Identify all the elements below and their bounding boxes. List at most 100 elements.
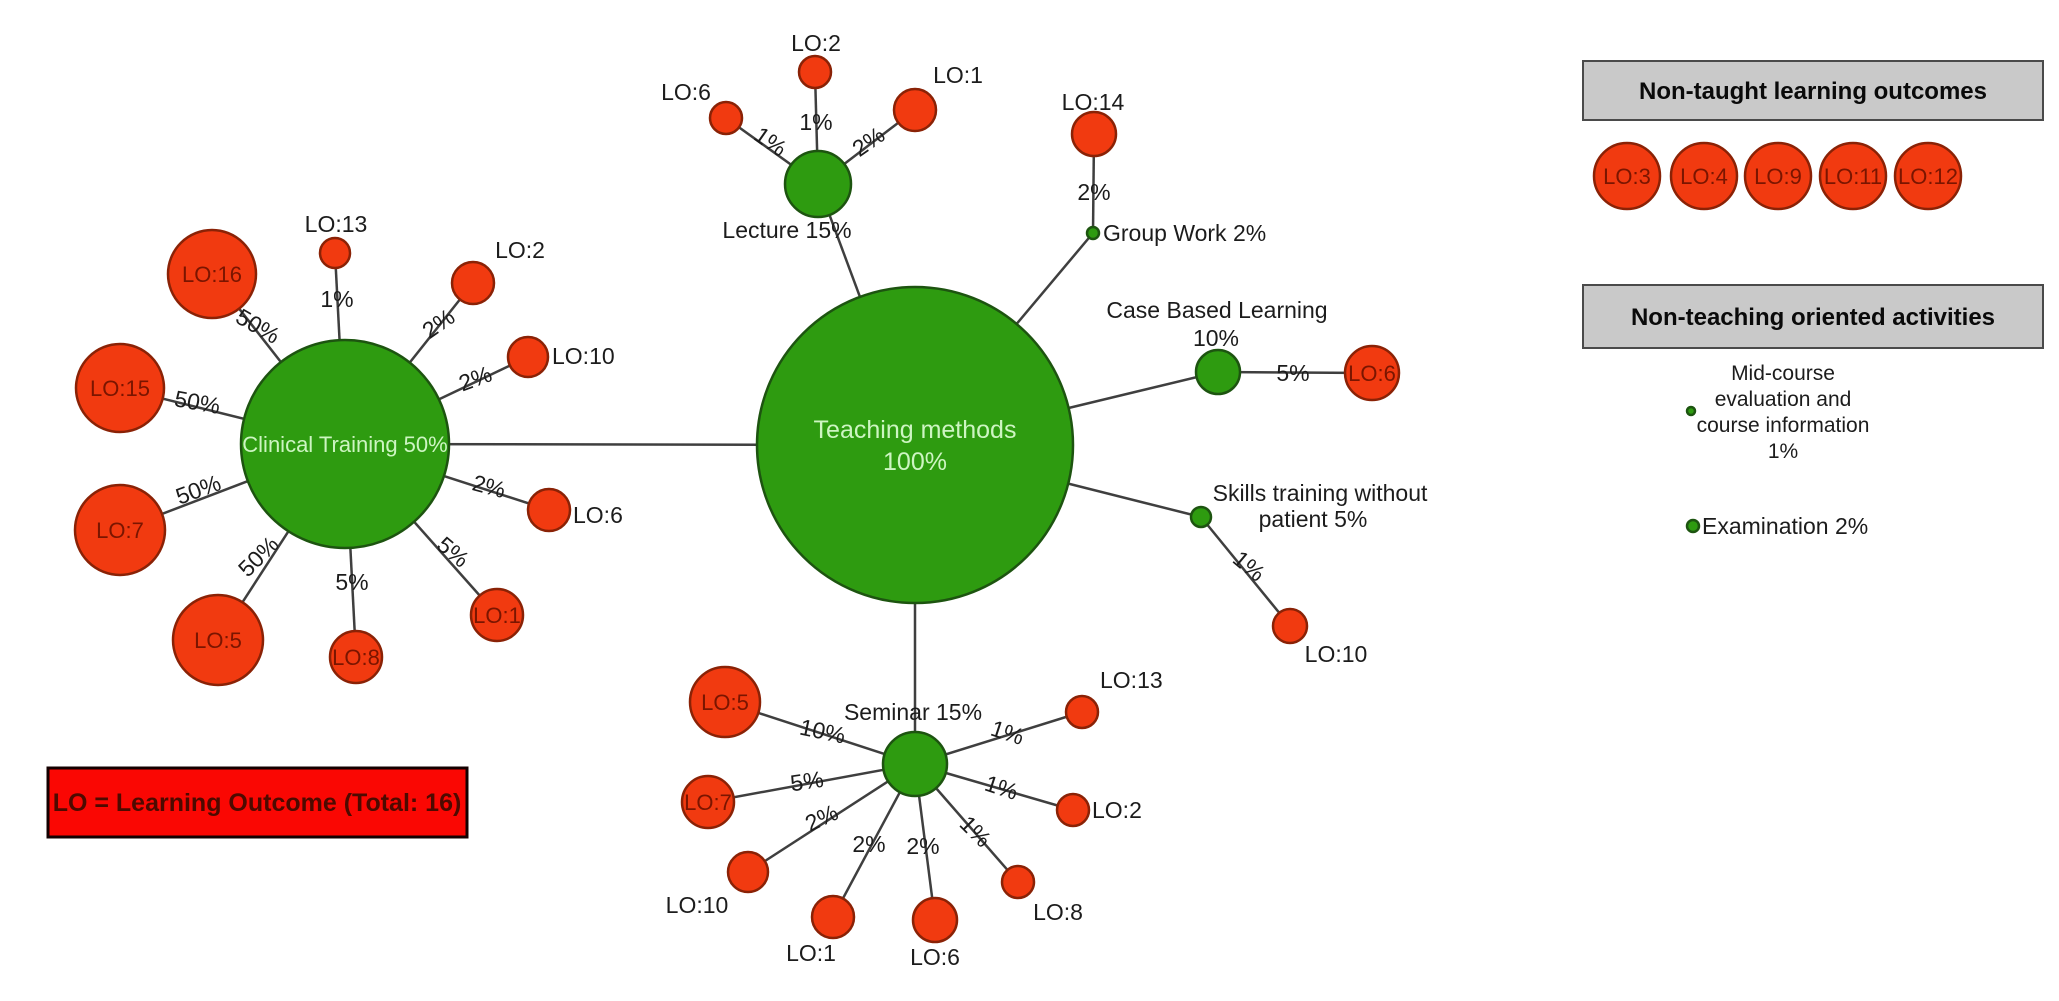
- clinical-lo16-label: LO:16: [182, 262, 242, 287]
- teaching-methods-label-line1: Teaching methods: [814, 416, 1017, 444]
- seminar-lo13-node: [1064, 694, 1100, 730]
- non-taught-lo11-label: LO:11: [1824, 164, 1882, 189]
- mid-course-label-line2: evaluation and: [1715, 388, 1852, 411]
- seminar-lo6-node: [911, 896, 959, 944]
- non-taught-lo9-label: LO:9: [1754, 164, 1802, 189]
- seminar-lo1-pct: 2%: [852, 831, 885, 857]
- examination-label: Examination 2%: [1702, 513, 1868, 539]
- seminar-lo10-label: LO:10: [666, 892, 729, 918]
- mid-course-label-line1: Mid-course: [1731, 362, 1835, 385]
- skills-lo10-node: [1271, 607, 1309, 645]
- case-based-lo6-label: LO:6: [1348, 361, 1396, 386]
- non-taught-lo3-label: LO:3: [1603, 164, 1651, 189]
- clinical-lo6-node: [526, 487, 572, 533]
- seminar-lo1-node: [810, 894, 856, 940]
- clinical-lo6-label: LO:6: [573, 502, 623, 528]
- non-teaching-title: Non-teaching oriented activities: [1631, 304, 1995, 331]
- seminar-label: Seminar 15%: [844, 699, 982, 725]
- non-taught-lo3-node: [1592, 141, 1662, 211]
- edge-seminar-lo7: [707, 762, 916, 804]
- teaching-methods-label-line2: 100%: [883, 448, 947, 476]
- clinical-lo8-label: LO:8: [332, 645, 380, 670]
- clinical-lo1-pct: 5%: [432, 531, 474, 572]
- groupwork-lo14-label: LO:14: [1062, 89, 1125, 115]
- clinical-lo7-label: LO:7: [96, 518, 144, 543]
- lecture-lo6-node: [708, 100, 744, 136]
- examination-node: [1685, 518, 1701, 534]
- seminar-lo13-pct: 1%: [988, 715, 1028, 750]
- clinical-lo1-label: LO:1: [473, 603, 521, 628]
- non-taught-lo9-node: [1743, 141, 1813, 211]
- clinical-lo10-pct: 2%: [455, 361, 495, 397]
- clinical-lo10-node: [506, 335, 550, 379]
- skills-training-label-line2: patient 5%: [1259, 506, 1368, 532]
- seminar-lo2-node: [1055, 792, 1091, 828]
- seminar-lo2-pct: 1%: [982, 770, 1022, 805]
- clinical-lo5-label: LO:5: [194, 628, 242, 653]
- note-text: LO = Learning Outcome (Total: 16): [53, 789, 462, 817]
- group-work-label: Group Work 2%: [1103, 220, 1266, 246]
- group-work-node: [1085, 225, 1101, 241]
- clinical-lo13-node: [318, 236, 352, 270]
- mid-course-node: [1685, 405, 1697, 417]
- seminar-node: [881, 730, 949, 798]
- lecture-lo1-label: LO:1: [933, 62, 983, 88]
- case-based-label-line2: 10%: [1193, 325, 1239, 351]
- skills-training-label-line1: Skills training without: [1213, 480, 1428, 506]
- non-taught-lo4-label: LO:4: [1680, 164, 1728, 189]
- non-taught-lo11-node: [1818, 141, 1888, 211]
- clinical-lo5-pct: 50%: [233, 531, 284, 582]
- clinical-lo13-pct: 1%: [320, 286, 353, 312]
- clinical-lo10-label: LO:10: [552, 343, 615, 369]
- edge-skills-lo10: [1200, 516, 1291, 627]
- clinical-lo16-pct: 50%: [232, 303, 285, 349]
- clinical-lo8-pct: 5%: [335, 569, 368, 595]
- lecture-lo1-node: [892, 87, 938, 133]
- case-based-label-line1: Case Based Learning: [1106, 297, 1327, 323]
- case-based-lo6-pct: 5%: [1276, 360, 1309, 386]
- clinical-lo15-label: LO:15: [90, 376, 150, 401]
- note-box: [46, 766, 469, 839]
- skills-lo10-pct: 1%: [1228, 545, 1270, 586]
- non-taught-title: Non-taught learning outcomes: [1639, 78, 1987, 105]
- clinical-training-node: [239, 338, 451, 550]
- seminar-lo6-pct: 2%: [906, 833, 939, 859]
- case-based-node: [1194, 348, 1242, 396]
- clinical-lo6-pct: 2%: [470, 469, 509, 503]
- non-taught-lo4-node: [1669, 141, 1739, 211]
- lecture-label: Lecture 15%: [722, 217, 851, 243]
- seminar-lo10-pct: 2%: [801, 799, 842, 837]
- lecture-lo2-label: LO:2: [791, 30, 841, 56]
- clinical-lo7-pct: 50%: [172, 469, 224, 509]
- seminar-lo7-node: [680, 774, 736, 830]
- mid-course-label-line4: 1%: [1768, 440, 1798, 463]
- clinical-lo8-node: [328, 629, 384, 685]
- clinical-lo2-label: LO:2: [495, 237, 545, 263]
- groupwork-lo14-node: [1070, 110, 1118, 158]
- seminar-lo5-pct: 10%: [797, 714, 847, 749]
- skills-lo10-label: LO:10: [1305, 641, 1368, 667]
- clinical-lo5-node: [171, 593, 265, 687]
- groupwork-lo14-pct: 2%: [1077, 179, 1110, 205]
- lecture-node: [783, 149, 853, 219]
- lecture-lo6-label: LO:6: [661, 79, 711, 105]
- seminar-lo7-label: LO:7: [684, 790, 732, 815]
- clinical-lo7-node: [73, 483, 167, 577]
- non-teaching-header-box: [1582, 284, 2044, 349]
- skills-training-node: [1189, 505, 1213, 529]
- seminar-lo8-node: [1000, 864, 1036, 900]
- clinical-training-label: Clinical Training 50%: [242, 432, 447, 457]
- non-taught-lo12-label: LO:12: [1898, 164, 1958, 189]
- lecture-lo2-node: [797, 54, 833, 90]
- seminar-lo10-node: [726, 850, 770, 894]
- case-based-lo6-node: [1343, 344, 1401, 402]
- clinical-lo15-node: [74, 342, 166, 434]
- mid-course-label-line3: course information: [1697, 414, 1870, 437]
- clinical-lo2-node: [450, 260, 496, 306]
- clinical-lo1-node: [469, 587, 525, 643]
- teaching-methods-node: [755, 285, 1075, 605]
- seminar-lo5-node: [688, 665, 762, 739]
- seminar-lo13-label: LO:13: [1100, 667, 1163, 693]
- clinical-lo13-label: LO:13: [305, 211, 368, 237]
